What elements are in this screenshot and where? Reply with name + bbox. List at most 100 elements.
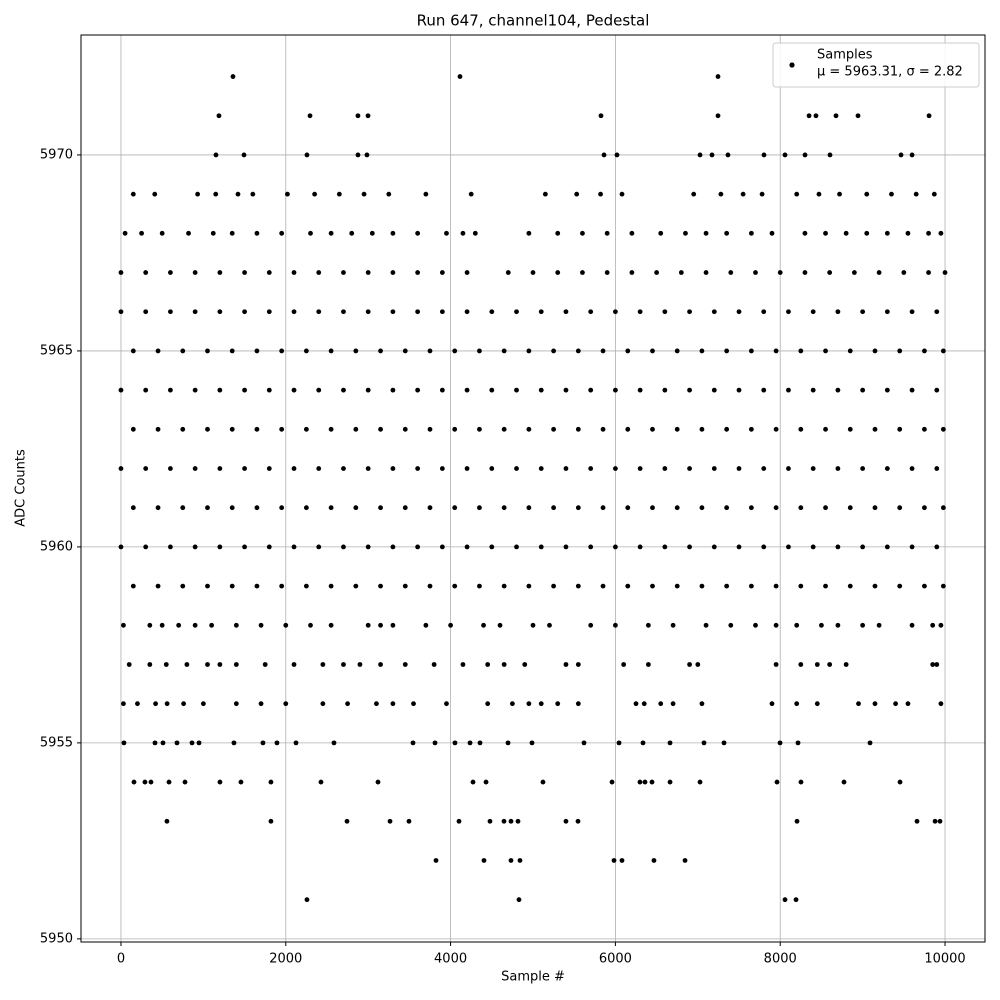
plot-frame — [80, 34, 986, 943]
point — [180, 583, 186, 589]
point — [810, 466, 816, 471]
point — [724, 426, 730, 432]
point — [724, 505, 730, 511]
point — [530, 622, 536, 628]
point — [798, 348, 804, 354]
point — [303, 426, 309, 432]
point — [378, 583, 383, 589]
point — [777, 740, 783, 746]
point — [563, 544, 569, 550]
point — [922, 583, 927, 589]
point — [229, 505, 235, 511]
point — [143, 387, 149, 393]
point — [736, 466, 742, 471]
point — [625, 505, 631, 511]
grid — [81, 35, 985, 942]
point — [872, 701, 878, 707]
point — [118, 466, 124, 471]
point — [786, 309, 791, 315]
point — [563, 309, 569, 315]
point — [905, 230, 911, 236]
point — [736, 309, 742, 315]
point — [574, 191, 580, 197]
point — [934, 387, 940, 393]
point — [835, 309, 841, 315]
point — [464, 466, 470, 471]
point — [555, 701, 561, 707]
point — [353, 426, 359, 432]
point — [365, 309, 371, 315]
point — [427, 583, 433, 589]
point — [619, 858, 625, 863]
point — [645, 622, 651, 628]
point — [452, 740, 458, 746]
point — [341, 466, 346, 471]
point — [711, 387, 717, 393]
point — [481, 858, 487, 863]
point — [402, 662, 408, 667]
point — [505, 270, 511, 275]
point — [464, 309, 470, 315]
point — [847, 505, 853, 511]
point — [940, 583, 946, 589]
point — [798, 505, 804, 511]
point — [823, 505, 828, 511]
point — [233, 622, 239, 628]
point — [439, 309, 445, 315]
point — [155, 505, 161, 511]
point — [931, 191, 937, 197]
point — [477, 583, 482, 589]
point — [160, 740, 166, 746]
point — [938, 701, 944, 707]
point — [152, 740, 158, 746]
point — [489, 309, 495, 315]
point — [847, 583, 853, 589]
point — [884, 230, 890, 236]
point — [600, 505, 606, 511]
point — [813, 113, 819, 119]
point — [649, 779, 655, 785]
point — [477, 348, 482, 354]
point — [864, 230, 870, 236]
point — [816, 191, 822, 197]
point — [328, 348, 334, 354]
point — [452, 426, 458, 432]
point — [186, 230, 191, 236]
point — [159, 622, 165, 628]
point — [501, 818, 507, 824]
point — [217, 466, 223, 471]
point — [588, 544, 594, 550]
point — [432, 740, 438, 746]
point — [489, 387, 495, 393]
point — [365, 387, 371, 393]
point — [526, 505, 532, 511]
point — [235, 191, 241, 197]
point — [390, 622, 396, 628]
point — [331, 740, 337, 746]
point — [266, 270, 272, 275]
point — [307, 113, 313, 119]
point — [477, 426, 482, 432]
point — [378, 662, 383, 667]
point — [872, 348, 878, 354]
point — [833, 113, 839, 119]
point — [308, 622, 313, 628]
point — [621, 662, 627, 667]
point — [242, 387, 247, 393]
point — [551, 505, 557, 511]
point — [687, 309, 692, 315]
point — [205, 348, 210, 354]
point — [687, 662, 692, 667]
point — [613, 387, 618, 393]
point — [926, 113, 932, 119]
point — [580, 230, 585, 236]
point — [402, 583, 408, 589]
point — [328, 426, 334, 432]
point — [316, 466, 322, 471]
point — [773, 583, 779, 589]
point — [913, 191, 919, 197]
point — [345, 701, 350, 707]
point — [575, 662, 581, 667]
point — [279, 583, 285, 589]
point — [192, 270, 198, 275]
